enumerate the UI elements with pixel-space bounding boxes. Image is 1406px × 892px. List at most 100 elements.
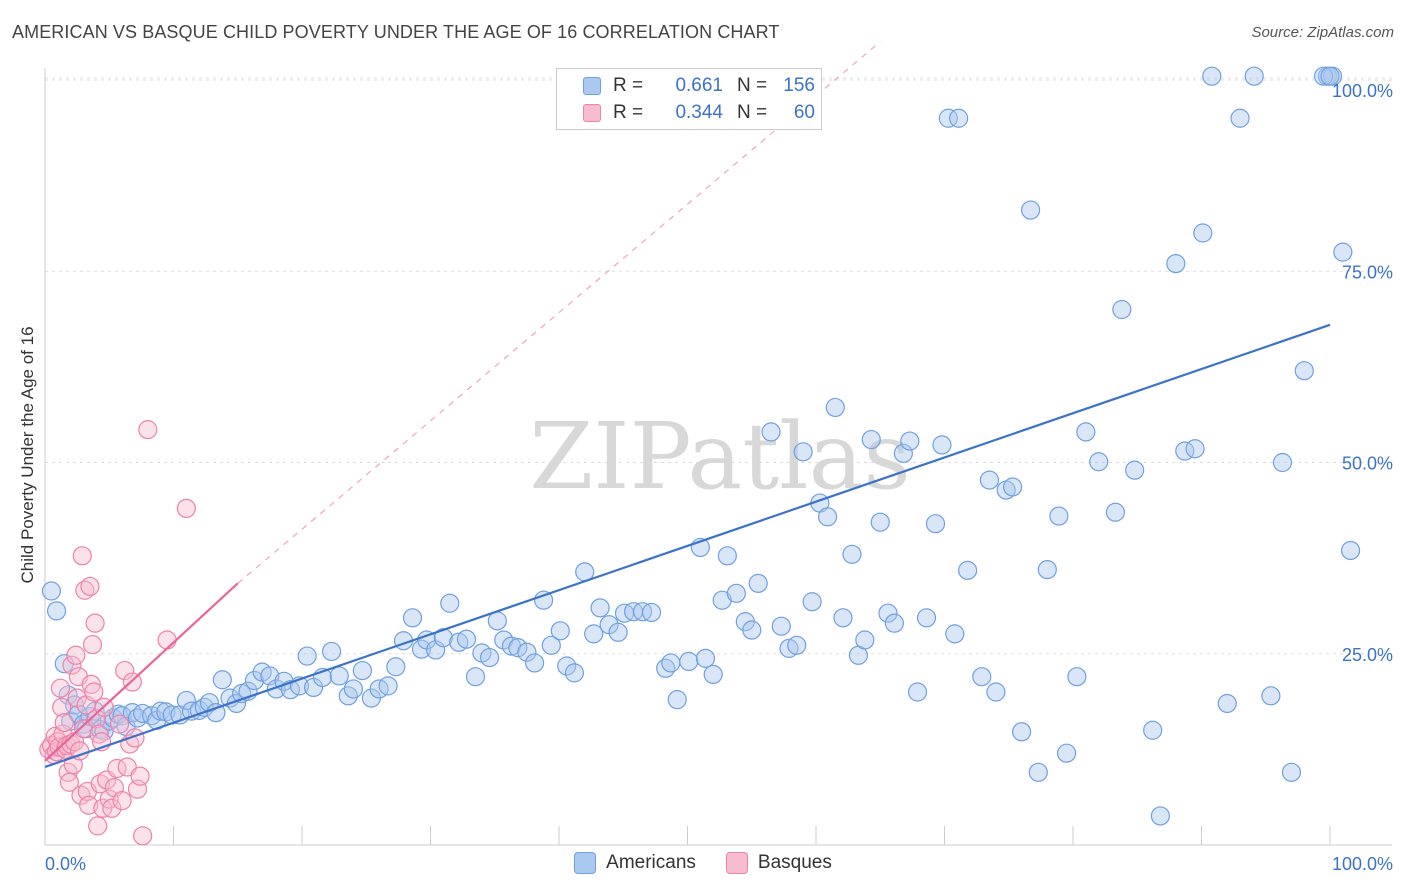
- data-point: [938, 108, 958, 128]
- data-point: [986, 682, 1006, 702]
- data-point: [979, 470, 1000, 490]
- data-point: [1202, 66, 1222, 86]
- data-point: [508, 638, 528, 658]
- data-point: [54, 712, 74, 733]
- data-point: [122, 703, 142, 723]
- basques-points: [39, 420, 196, 846]
- data-point: [206, 703, 226, 723]
- data-point: [1150, 806, 1170, 826]
- data-point: [1105, 502, 1126, 522]
- data-point: [449, 632, 469, 652]
- data-point: [1261, 686, 1281, 706]
- data-point: [842, 544, 862, 564]
- data-point: [157, 630, 177, 650]
- data-point: [1112, 299, 1132, 320]
- data-point: [742, 620, 762, 640]
- data-point: [88, 816, 108, 836]
- data-point: [456, 629, 477, 649]
- legend-row-americans: R = 0.661 N = 156: [583, 73, 815, 99]
- data-point: [726, 583, 746, 603]
- legend-swatch-basques: [725, 852, 748, 874]
- data-point: [465, 667, 486, 687]
- stats-legend: R = 0.661 N = 156 R = 0.344 N = 60: [556, 68, 822, 130]
- y-tick-label: 50.0%: [1342, 454, 1393, 474]
- legend-swatch-basques: [583, 104, 601, 122]
- data-point: [703, 664, 723, 685]
- r-value: 0.661: [675, 75, 723, 96]
- data-point: [1166, 254, 1186, 274]
- data-point: [41, 581, 62, 601]
- n-label: N =: [737, 75, 768, 96]
- data-point: [1333, 242, 1353, 262]
- legend-item-basques[interactable]: Basques: [725, 852, 832, 874]
- data-point: [89, 724, 109, 744]
- data-point: [1244, 66, 1264, 86]
- data-point: [1067, 667, 1087, 687]
- data-point: [115, 660, 135, 681]
- data-point: [72, 546, 92, 566]
- data-point: [1003, 477, 1023, 497]
- data-point: [779, 638, 799, 658]
- data-point: [855, 630, 875, 650]
- data-point: [151, 701, 171, 721]
- data-point: [480, 647, 500, 668]
- series-legend: Americans Basques: [0, 852, 1406, 874]
- trend-lines: [44, 41, 1331, 769]
- data-point: [109, 714, 130, 734]
- legend-item-americans[interactable]: Americans: [574, 852, 696, 874]
- data-point: [1143, 720, 1163, 740]
- data-point: [378, 676, 398, 696]
- data-point: [329, 666, 349, 686]
- data-point: [86, 709, 107, 729]
- data-point: [1056, 743, 1077, 763]
- data-point: [949, 108, 969, 128]
- data-point: [656, 658, 676, 678]
- data-point: [1185, 439, 1205, 459]
- data-point: [138, 420, 158, 440]
- data-point: [352, 660, 372, 681]
- data-point: [833, 608, 853, 628]
- data-point: [925, 514, 946, 534]
- data-point: [584, 624, 604, 644]
- legend-label-basques: Basques: [757, 852, 832, 873]
- data-point: [52, 697, 72, 717]
- data-point: [900, 431, 920, 451]
- data-point: [112, 791, 132, 811]
- data-point: [176, 498, 196, 518]
- data-point: [825, 397, 845, 418]
- x-tick-label: 100.0%: [1332, 854, 1393, 874]
- tick-labels: 0.0% 100.0% 25.0% 50.0% 75.0% 100.0%: [45, 81, 1393, 874]
- data-point: [440, 593, 460, 613]
- data-point: [1089, 452, 1109, 472]
- data-point: [402, 608, 423, 628]
- data-point: [564, 663, 585, 683]
- data-point: [343, 679, 363, 699]
- data-point: [771, 616, 791, 636]
- data-point: [1193, 223, 1213, 243]
- data-point: [107, 758, 127, 779]
- r-value: 0.344: [675, 102, 723, 123]
- data-point: [433, 628, 453, 648]
- data-point: [84, 682, 104, 702]
- data-point: [802, 592, 822, 612]
- data-point: [1011, 722, 1032, 742]
- data-point: [81, 674, 101, 694]
- data-point: [386, 657, 406, 677]
- n-value: 60: [793, 102, 815, 123]
- r-label: R =: [613, 75, 644, 96]
- data-point: [717, 546, 737, 566]
- data-point: [1020, 200, 1041, 220]
- data-point: [79, 795, 99, 815]
- data-point: [932, 435, 952, 455]
- data-point: [679, 651, 699, 672]
- trend-line-americans: [44, 323, 1331, 769]
- data-point: [321, 641, 342, 662]
- data-point: [761, 422, 781, 442]
- data-point: [1217, 693, 1237, 714]
- data-point: [557, 656, 577, 676]
- data-point: [176, 690, 196, 711]
- data-point: [297, 646, 317, 666]
- data-point: [1281, 762, 1302, 782]
- data-point: [1076, 422, 1096, 442]
